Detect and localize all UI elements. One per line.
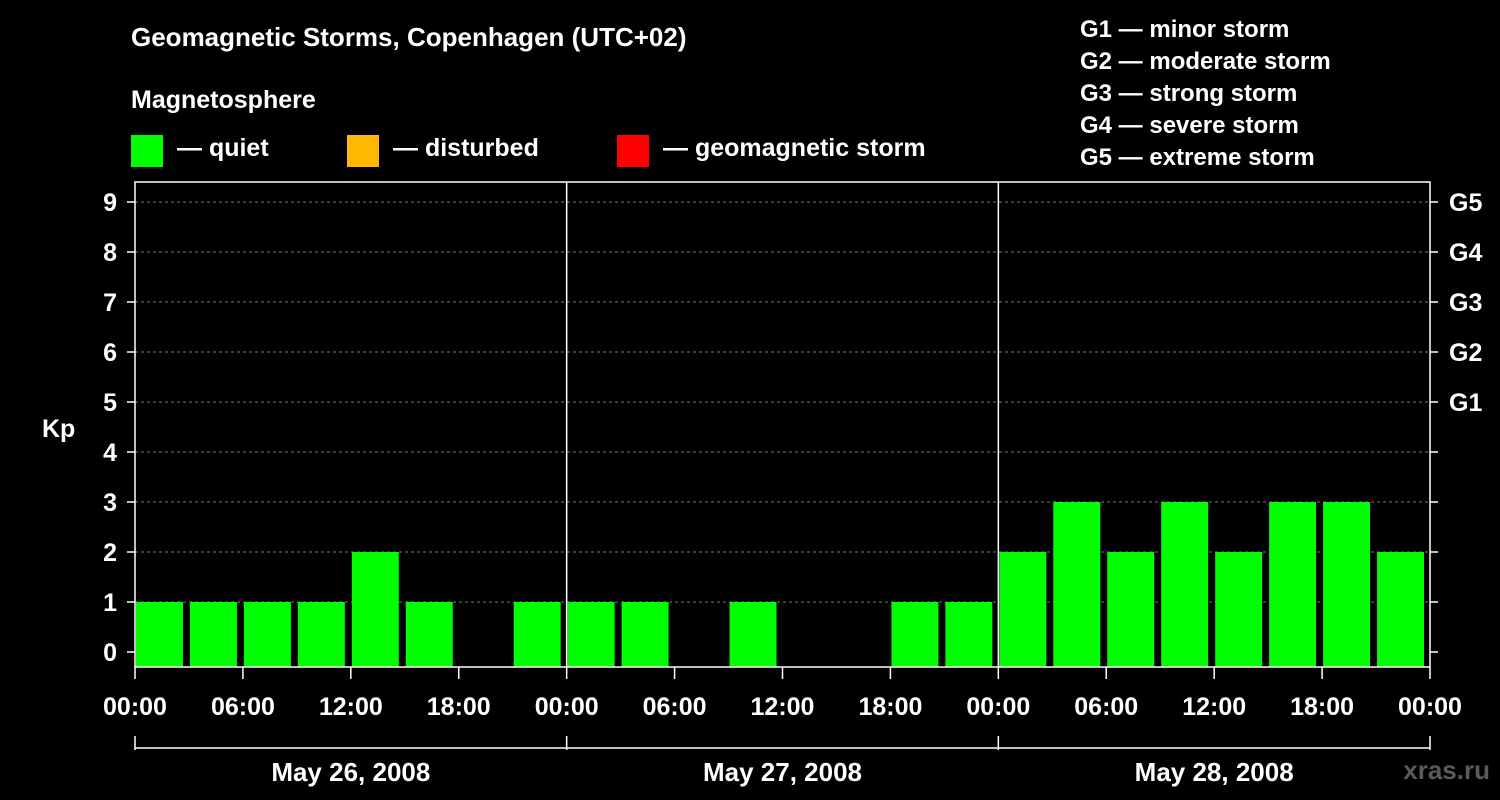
y-tick-label: 5 (103, 389, 117, 417)
bar-11 (729, 602, 777, 667)
x-tick-label: 06:00 (211, 693, 275, 721)
x-tick-label: 12:00 (319, 693, 383, 721)
bar-2 (243, 602, 291, 667)
axis-labels: 0 1 2 3 4 5 6 7 8 9 G1 G2 G3 G4 G5 Kp 00:00 06:00 12:00 18:… (42, 189, 1482, 787)
watermark: xras.ru (1403, 755, 1490, 785)
y-tick-label: 0 (103, 639, 117, 667)
g-scale-label: G1 (1449, 389, 1482, 417)
x-tick-label: 00:00 (966, 693, 1030, 721)
y-tick-label: 6 (103, 339, 117, 367)
bar-15 (945, 602, 993, 667)
bar-14 (891, 602, 939, 667)
x-tick-label: 06:00 (1074, 693, 1138, 721)
bar-19 (1161, 502, 1209, 667)
storm-scale-g4: G4 — severe storm (1080, 112, 1299, 139)
bar-4 (351, 552, 399, 667)
bar-23 (1377, 552, 1424, 667)
date-label: May 28, 2008 (1135, 757, 1294, 787)
y-tick-label: 4 (103, 439, 117, 467)
legend-label-storm: — geomagnetic storm (663, 134, 926, 162)
storm-scale-g3: G3 — strong storm (1080, 80, 1298, 107)
bar-8 (567, 602, 615, 667)
chart-title: Geomagnetic Storms, Copenhagen (UTC+02) (131, 22, 687, 52)
bar-20 (1215, 552, 1263, 667)
bar-22 (1323, 502, 1371, 667)
y-tick-label: 3 (103, 489, 117, 517)
x-tick-label: 06:00 (643, 693, 707, 721)
bar-21 (1269, 502, 1317, 667)
x-tick-label: 18:00 (427, 693, 491, 721)
bar-18 (1107, 552, 1155, 667)
y-tick-label: 2 (103, 539, 117, 567)
date-label: May 27, 2008 (703, 757, 862, 787)
legend-label-quiet: — quiet (177, 134, 269, 162)
y-tick-label: 8 (103, 239, 117, 267)
bar-5 (405, 602, 453, 667)
grid-lines (135, 201, 1430, 603)
y-tick-label: 1 (103, 589, 117, 617)
legend-label-disturbed: — disturbed (393, 134, 539, 162)
g-scale-label: G3 (1449, 289, 1482, 317)
bar-7 (513, 602, 561, 667)
bars (136, 502, 1424, 667)
g-scale-label: G5 (1449, 189, 1482, 217)
y-axis-label: Kp (42, 415, 75, 443)
g-scale-label: G2 (1449, 339, 1482, 367)
y-tick-label: 9 (103, 189, 117, 217)
storm-scale-g5: G5 — extreme storm (1080, 144, 1315, 171)
storm-scale-g2: G2 — moderate storm (1080, 48, 1331, 75)
x-tick-label: 00:00 (1398, 693, 1462, 721)
bar-9 (621, 602, 669, 667)
x-tick-label: 18:00 (1290, 693, 1354, 721)
bar-0 (136, 602, 183, 667)
storm-scale-list: G1 — minor storm G2 — moderate storm G3 … (1080, 14, 1331, 174)
axes (127, 181, 1438, 750)
date-label: May 26, 2008 (271, 757, 430, 787)
legend-heading: Magnetosphere (131, 86, 316, 114)
bar-3 (297, 602, 345, 667)
legend-swatch-storm (617, 135, 649, 167)
x-tick-label: 12:00 (751, 693, 815, 721)
bar-16 (999, 552, 1047, 667)
x-tick-label: 18:00 (858, 693, 922, 721)
x-tick-label: 00:00 (535, 693, 599, 721)
g-scale-label: G4 (1449, 239, 1482, 267)
bar-17 (1053, 502, 1101, 667)
x-tick-label: 12:00 (1182, 693, 1246, 721)
bar-1 (189, 602, 237, 667)
x-tick-label: 00:00 (103, 693, 167, 721)
legend-swatch-quiet (131, 135, 163, 167)
storm-scale-g1: G1 — minor storm (1080, 16, 1290, 43)
y-tick-label: 7 (103, 289, 117, 317)
legend-swatch-disturbed (347, 135, 379, 167)
